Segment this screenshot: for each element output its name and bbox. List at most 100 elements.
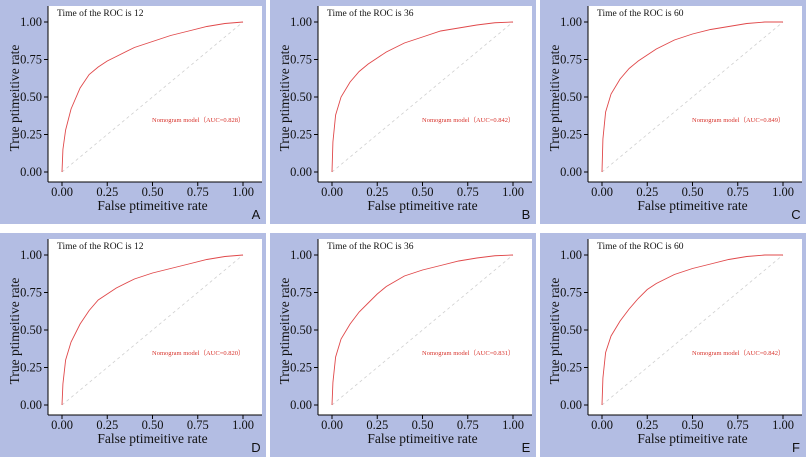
chart-title: Time of the ROC is 36 — [327, 241, 414, 252]
x-tick-label: 1.00 — [232, 185, 254, 199]
roc-panel-e: Time of the ROC is 36 Nomogram model（AUC=… — [270, 233, 536, 457]
x-tick-label: 0.75 — [457, 185, 479, 199]
roc-chart-svg: Time of the ROC is 60 Nomogram model（AUC=… — [547, 6, 802, 222]
y-tick-label: 1.00 — [20, 15, 42, 29]
x-tick-label: 1.00 — [502, 185, 524, 199]
plot-area — [48, 6, 262, 182]
x-tick-label: 0.00 — [51, 185, 73, 199]
y-tick-label: 0.00 — [560, 398, 582, 412]
x-tick-label: 0.75 — [457, 418, 479, 432]
x-tick-label: 1.00 — [232, 418, 254, 432]
y-tick-label: 0.25 — [560, 361, 582, 375]
roc-curve — [331, 21, 514, 173]
chart-title: Time of the ROC is 12 — [57, 8, 144, 19]
x-axis-title: False ptimeitive rate — [367, 198, 477, 213]
roc-curve — [331, 254, 514, 406]
x-tick-label: 0.75 — [187, 185, 209, 199]
x-tick-label: 0.25 — [636, 418, 658, 432]
y-tick-label: 0.50 — [20, 90, 42, 104]
y-tick-label: 0.25 — [20, 128, 42, 142]
roc-chart-svg: Time of the ROC is 60 Nomogram model（AUC=… — [547, 239, 802, 455]
y-tick-label: 0.25 — [560, 128, 582, 142]
y-tick-label: 1.00 — [560, 15, 582, 29]
y-axis-title: True ptimeitive rate — [277, 278, 292, 385]
roc-panel-a: Time of the ROC is 12 Nomogram model（AUC=… — [0, 0, 266, 224]
x-tick-label: 0.00 — [321, 185, 343, 199]
x-tick-label: 1.00 — [502, 418, 524, 432]
x-tick-label: 1.00 — [772, 418, 794, 432]
panel-letter: C — [791, 207, 800, 222]
y-tick-label: 0.75 — [20, 53, 42, 67]
x-tick-label: 0.25 — [96, 185, 118, 199]
roc-chart-svg: Time of the ROC is 36 Nomogram model（AUC=… — [277, 239, 532, 455]
x-tick-label: 0.50 — [412, 185, 434, 199]
roc-curve — [61, 21, 244, 173]
x-axis-title: False ptimeitive rate — [97, 431, 207, 446]
roc-panel-c: Time of the ROC is 60 Nomogram model（AUC=… — [540, 0, 806, 224]
y-axis-title: True ptimeitive rate — [277, 45, 292, 152]
panel-letter: D — [251, 440, 260, 455]
auc-annotation: Nomogram model（AUC=0.842） — [692, 349, 785, 357]
plot-area — [318, 6, 532, 182]
auc-annotation: Nomogram model（AUC=0.842） — [422, 116, 515, 124]
x-tick-label: 0.75 — [187, 418, 209, 432]
roc-chart-svg: Time of the ROC is 12 Nomogram model（AUC=… — [7, 6, 262, 222]
plot-area — [48, 239, 262, 415]
y-tick-label: 0.75 — [20, 286, 42, 300]
y-tick-label: 1.00 — [290, 15, 312, 29]
auc-annotation: Nomogram model（AUC=0.828） — [152, 116, 245, 124]
x-tick-label: 0.25 — [366, 418, 388, 432]
y-tick-label: 0.75 — [560, 53, 582, 67]
x-tick-label: 0.50 — [142, 185, 164, 199]
y-axis-title: True ptimeitive rate — [547, 278, 562, 385]
y-axis-title: True ptimeitive rate — [547, 45, 562, 152]
panel-letter: A — [252, 207, 261, 222]
x-tick-label: 0.50 — [142, 418, 164, 432]
x-tick-label: 0.25 — [96, 418, 118, 432]
y-tick-label: 0.00 — [290, 398, 312, 412]
panel-letter: E — [522, 440, 531, 455]
x-tick-label: 1.00 — [772, 185, 794, 199]
y-tick-label: 0.50 — [20, 323, 42, 337]
x-tick-label: 0.75 — [727, 185, 749, 199]
y-tick-label: 0.50 — [290, 90, 312, 104]
roc-chart-svg: Time of the ROC is 36 Nomogram model（AUC=… — [277, 6, 532, 222]
x-tick-label: 0.50 — [682, 185, 704, 199]
x-tick-label: 0.50 — [682, 418, 704, 432]
y-tick-label: 0.25 — [290, 128, 312, 142]
roc-panel-d: Time of the ROC is 12 Nomogram model（AUC=… — [0, 233, 266, 457]
panel-letter: F — [792, 440, 800, 455]
chart-title: Time of the ROC is 60 — [597, 241, 684, 252]
x-axis-title: False ptimeitive rate — [637, 198, 747, 213]
chart-title: Time of the ROC is 12 — [57, 241, 144, 252]
x-tick-label: 0.25 — [636, 185, 658, 199]
y-tick-label: 0.00 — [20, 165, 42, 179]
roc-panel-b: Time of the ROC is 36 Nomogram model（AUC=… — [270, 0, 536, 224]
x-axis-title: False ptimeitive rate — [637, 431, 747, 446]
y-tick-label: 1.00 — [560, 248, 582, 262]
x-tick-label: 0.50 — [412, 418, 434, 432]
y-tick-label: 0.50 — [290, 323, 312, 337]
panel-letter: B — [522, 207, 531, 222]
x-tick-label: 0.00 — [51, 418, 73, 432]
chart-title: Time of the ROC is 60 — [597, 8, 684, 19]
x-tick-label: 0.00 — [591, 418, 613, 432]
y-tick-label: 0.00 — [20, 398, 42, 412]
y-axis-title: True ptimeitive rate — [7, 45, 22, 152]
chart-title: Time of the ROC is 36 — [327, 8, 414, 19]
y-tick-label: 0.75 — [290, 286, 312, 300]
roc-curve — [601, 21, 783, 173]
y-tick-label: 0.75 — [290, 53, 312, 67]
plot-area — [318, 239, 532, 415]
x-tick-label: 0.75 — [727, 418, 749, 432]
x-tick-label: 0.25 — [366, 185, 388, 199]
auc-annotation: Nomogram model（AUC=0.849） — [692, 116, 785, 124]
y-axis-title: True ptimeitive rate — [7, 278, 22, 385]
roc-curve — [601, 254, 783, 406]
y-tick-label: 0.50 — [560, 323, 582, 337]
y-tick-label: 0.00 — [560, 165, 582, 179]
x-axis-title: False ptimeitive rate — [97, 198, 207, 213]
y-tick-label: 0.25 — [290, 361, 312, 375]
y-tick-label: 0.75 — [560, 286, 582, 300]
y-tick-label: 0.50 — [560, 90, 582, 104]
